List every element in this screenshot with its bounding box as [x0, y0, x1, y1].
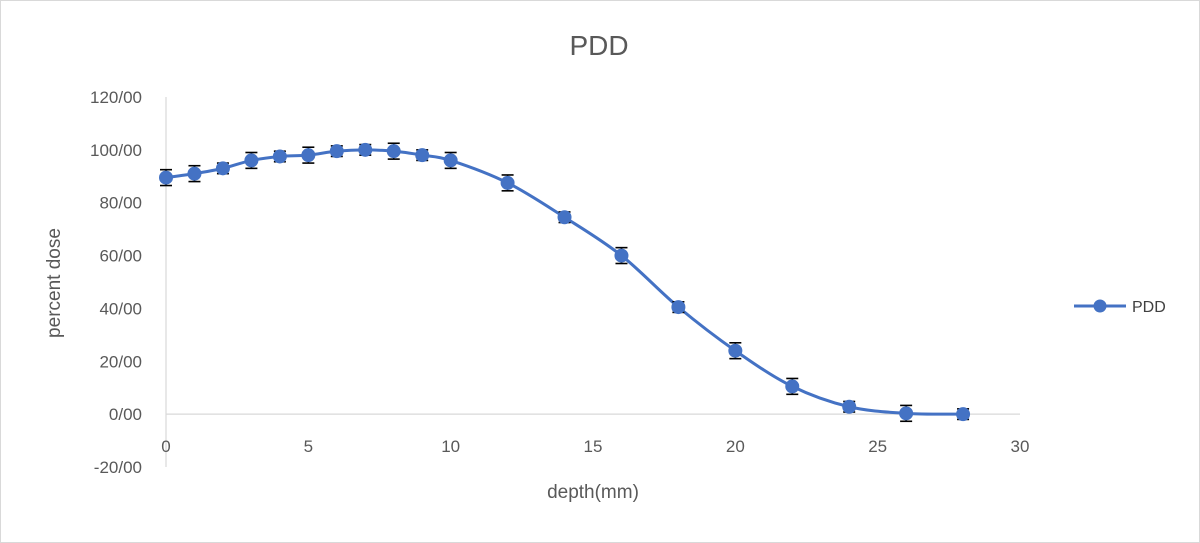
- data-point: [358, 142, 373, 157]
- x-tick-label: 15: [584, 437, 603, 456]
- legend-marker: [1093, 299, 1107, 313]
- data-point: [415, 148, 430, 163]
- y-tick-label: 40/00: [99, 299, 142, 318]
- data-point: [244, 153, 259, 168]
- data-point: [301, 148, 316, 163]
- y-tick-label: 120/00: [90, 88, 142, 107]
- data-point: [728, 343, 743, 358]
- y-tick-label: 20/00: [99, 352, 142, 371]
- legend: PDD: [1074, 299, 1166, 316]
- y-tick-label: -20/00: [94, 458, 142, 477]
- data-point: [500, 175, 515, 190]
- y-tick-label: 80/00: [99, 194, 142, 213]
- x-tick-labels: 0 5 10 15 20 25 30: [161, 437, 1029, 456]
- y-tick-labels: -20/00 0/00 20/00 40/00 60/00 80/00 100/00 120/…: [90, 88, 142, 477]
- y-tick-label: 60/00: [99, 247, 142, 266]
- legend-label: PDD: [1132, 299, 1166, 316]
- data-point: [187, 166, 202, 181]
- x-tick-label: 10: [441, 437, 460, 456]
- data-point: [329, 144, 344, 159]
- x-tick-label: 25: [868, 437, 887, 456]
- x-tick-label: 20: [726, 437, 745, 456]
- data-point: [159, 170, 173, 185]
- data-point: [443, 153, 458, 168]
- y-axis-title: percent dose: [44, 228, 65, 338]
- data-point: [899, 406, 914, 421]
- data-point: [386, 144, 401, 159]
- data-point: [557, 210, 572, 225]
- axes: [165, 97, 1020, 467]
- data-point: [671, 300, 686, 315]
- data-point: [215, 161, 230, 176]
- y-tick-label: 100/00: [90, 141, 142, 160]
- x-tick-label: 0: [161, 437, 170, 456]
- chart-title: PDD: [569, 30, 628, 61]
- data-point: [272, 149, 287, 164]
- x-tick-label: 5: [304, 437, 313, 456]
- data-point: [956, 407, 971, 422]
- series-layer: [159, 142, 971, 423]
- data-point: [842, 399, 857, 414]
- x-axis-title: depth(mm): [547, 482, 639, 503]
- data-point: [785, 379, 800, 394]
- data-point: [614, 248, 629, 263]
- y-tick-label: 0/00: [109, 405, 142, 424]
- x-tick-label: 30: [1011, 437, 1030, 456]
